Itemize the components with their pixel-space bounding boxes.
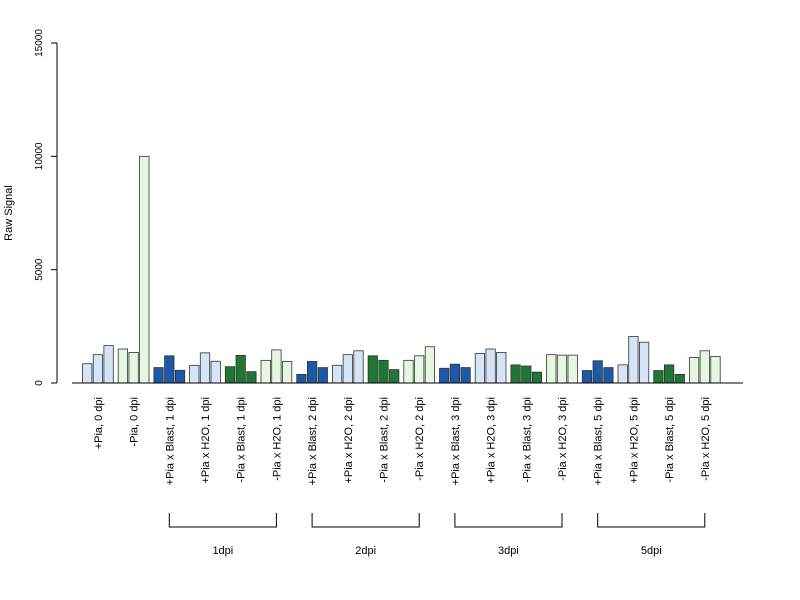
y-tick-label: 10000 <box>34 142 45 170</box>
bar <box>699 350 710 384</box>
bar <box>82 363 93 384</box>
bar <box>224 366 236 384</box>
bar <box>510 364 521 384</box>
category-label: -Pia x H2O, 5 dpi <box>700 397 712 481</box>
category-label: -Pia, 0 dpi <box>129 397 141 447</box>
category-label: +Pia x Blast, 3 dpi <box>450 397 462 485</box>
bar <box>674 373 685 384</box>
bar <box>210 360 221 384</box>
y-tick-label: 15000 <box>34 29 45 57</box>
bar <box>92 354 103 384</box>
category-label: -Pia x Blast, 1 dpi <box>236 397 248 483</box>
bar <box>474 353 486 384</box>
y-axis-title: Raw Signal <box>3 185 15 241</box>
bar <box>331 364 343 384</box>
bar <box>439 367 450 384</box>
category-label: +Pia, 0 dpi <box>93 397 105 449</box>
category-label: -Pia x H2O, 2 dpi <box>414 397 426 481</box>
group-bracket <box>311 513 420 528</box>
bar <box>531 371 543 384</box>
bar <box>306 361 318 384</box>
category-label: +Pia x H2O, 3 dpi <box>486 397 498 484</box>
bar <box>414 355 425 384</box>
bar <box>581 370 593 384</box>
category-label: +Pia x H2O, 1 dpi <box>200 397 212 484</box>
bar <box>260 359 271 384</box>
bar <box>689 356 700 384</box>
y-tick-label: 0 <box>34 380 45 386</box>
bar <box>592 360 603 384</box>
bar <box>485 348 496 384</box>
bar <box>153 367 164 384</box>
bars <box>82 155 721 384</box>
category-label: -Pia x H2O, 1 dpi <box>271 397 283 481</box>
bar <box>653 370 664 384</box>
bar <box>281 361 293 384</box>
bar <box>342 354 353 384</box>
bar <box>521 365 532 384</box>
bar <box>424 346 436 384</box>
bar <box>567 354 578 384</box>
bar <box>664 364 675 384</box>
bar <box>367 355 378 384</box>
group-bracket <box>454 513 563 528</box>
group-label: 1dpi <box>212 545 233 557</box>
bar <box>403 359 414 384</box>
bar <box>296 373 307 384</box>
category-label: +Pia x H2O, 2 dpi <box>343 397 355 484</box>
bar <box>628 336 639 384</box>
bar <box>117 348 128 384</box>
group-label: 2dpi <box>355 545 376 557</box>
bar <box>353 350 364 384</box>
bar <box>199 352 211 384</box>
bar <box>189 364 200 384</box>
bar <box>246 371 257 384</box>
bar <box>546 354 557 384</box>
bar <box>271 349 282 384</box>
bar <box>496 351 507 384</box>
group-brackets: 1dpi 2dpi 3dpi 5dpi <box>168 513 706 557</box>
y-tick-label: 5000 <box>34 258 45 281</box>
bar <box>128 351 139 384</box>
bar <box>617 364 628 384</box>
group-label: 5dpi <box>641 545 662 557</box>
category-label: +Pia x Blast, 1 dpi <box>164 397 176 485</box>
group-bracket <box>597 513 706 528</box>
category-label: -Pia x Blast, 5 dpi <box>664 397 676 483</box>
bar <box>103 345 114 384</box>
bar <box>317 367 328 384</box>
category-label: +Pia x Blast, 2 dpi <box>307 397 319 485</box>
category-label: +Pia x Blast, 5 dpi <box>593 397 605 485</box>
bar <box>556 354 568 384</box>
bar <box>389 369 400 384</box>
bar <box>603 367 614 384</box>
y-axis: 0 5000 10000 15000 <box>34 29 58 386</box>
group-bracket <box>168 513 277 528</box>
category-label: -Pia x Blast, 2 dpi <box>379 397 391 483</box>
bar <box>164 355 175 384</box>
category-label: -Pia x H2O, 3 dpi <box>557 397 569 481</box>
category-labels: +Pia, 0 dpi -Pia, 0 dpi +Pia x Blast, 1 dp… <box>93 397 712 485</box>
bar <box>710 356 721 384</box>
category-label: +Pia x H2O, 5 dpi <box>628 397 640 484</box>
bar <box>378 359 389 384</box>
category-label: -Pia x Blast, 3 dpi <box>521 397 533 483</box>
bar <box>460 367 471 384</box>
group-label: 3dpi <box>498 545 519 557</box>
bar <box>235 354 246 384</box>
bar <box>174 369 186 384</box>
bar <box>639 341 650 384</box>
bar <box>139 155 150 384</box>
bar <box>449 363 461 384</box>
